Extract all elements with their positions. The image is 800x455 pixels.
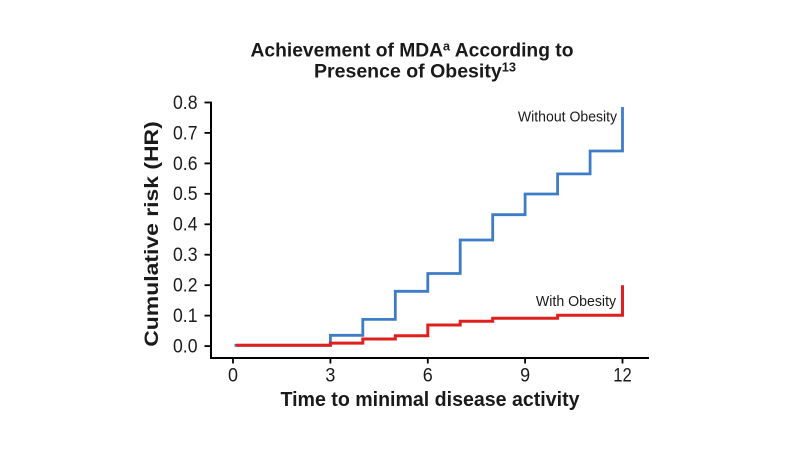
svg-text:0: 0 — [228, 365, 238, 387]
svg-text:6: 6 — [423, 365, 433, 387]
svg-text:0.0: 0.0 — [173, 336, 198, 358]
svg-text:0.8: 0.8 — [173, 92, 198, 114]
svg-text:0.5: 0.5 — [173, 183, 198, 205]
svg-text:0.4: 0.4 — [173, 214, 198, 236]
svg-text:9: 9 — [520, 365, 530, 387]
svg-text:0.2: 0.2 — [173, 275, 198, 297]
svg-text:0.3: 0.3 — [173, 244, 198, 266]
svg-text:3: 3 — [325, 365, 335, 387]
svg-text:Without Obesity: Without Obesity — [518, 109, 618, 126]
svg-text:12: 12 — [613, 365, 632, 387]
svg-text:0.7: 0.7 — [173, 122, 198, 144]
svg-text:Cumulative risk (HR): Cumulative risk (HR) — [142, 121, 163, 347]
svg-text:With Obesity: With Obesity — [536, 293, 617, 310]
svg-text:0.1: 0.1 — [173, 305, 198, 327]
svg-text:Time to minimal disease activi: Time to minimal disease activity — [281, 389, 581, 411]
svg-text:0.6: 0.6 — [173, 153, 198, 175]
